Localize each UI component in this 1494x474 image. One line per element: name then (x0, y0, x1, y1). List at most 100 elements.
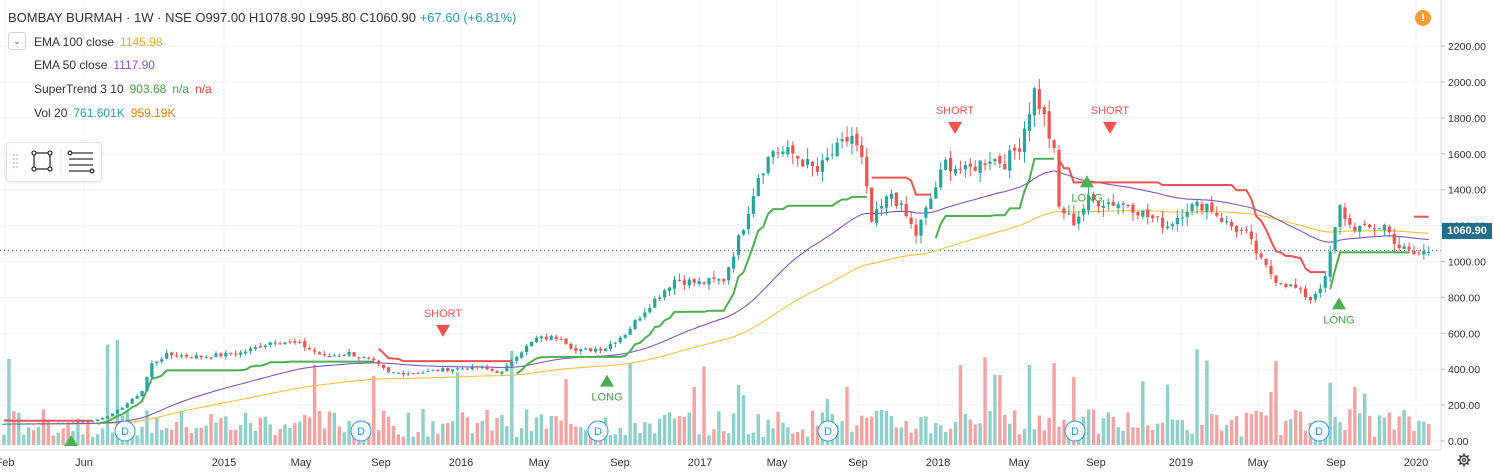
volume-bar (1205, 360, 1209, 445)
dividend-marker-icon[interactable] (1308, 420, 1330, 442)
volume-bar (648, 423, 652, 445)
candle-body (1195, 201, 1199, 207)
volume-bar (855, 425, 859, 445)
volume-bar (677, 415, 682, 445)
volume-bar (465, 417, 470, 445)
supertrend-segment (516, 195, 867, 375)
volume-bar (76, 418, 80, 445)
long-signal-icon (1332, 297, 1346, 310)
candle-body (194, 355, 198, 359)
indicator-value: 1117.90 (113, 58, 155, 72)
legend-toggle-button[interactable]: ⌄ (8, 32, 26, 50)
candle-body (1180, 217, 1184, 219)
volume-bar (243, 412, 248, 445)
dividend-marker-icon[interactable] (350, 420, 372, 442)
time-axis[interactable]: Feb Jun 2015 May Sep 2016 May Sep 2017 May Sep 2018… (0, 449, 1441, 469)
dividend-marker-icon[interactable] (1064, 420, 1086, 442)
rectangle-tool-icon[interactable] (31, 150, 53, 172)
candle-body (1096, 200, 1101, 207)
candle-body (17, 423, 21, 425)
volume-bar (1362, 393, 1367, 445)
candle-body (835, 142, 839, 157)
interval[interactable]: 1W (133, 10, 154, 25)
indicator-supertrend[interactable]: SuperTrend 3 10 903.68 n/a n/a (34, 82, 212, 96)
volume-bar (1422, 421, 1426, 445)
volume-bar (317, 410, 322, 445)
time-tick-label: May (767, 457, 788, 469)
candle-body (1387, 226, 1391, 233)
candle-body (451, 369, 455, 372)
candle-body (1298, 288, 1303, 290)
candle-body (820, 160, 824, 172)
candle-body (1412, 250, 1416, 255)
volume-bar (584, 430, 588, 445)
candle-body (667, 287, 672, 291)
time-tick-label: 2015 (212, 457, 236, 469)
candle-body (155, 361, 159, 364)
volume-bar (1412, 430, 1416, 445)
volume-bar (810, 410, 815, 445)
dividend-marker-icon[interactable] (587, 420, 609, 442)
candle-body (549, 335, 553, 340)
volume-bar (248, 423, 253, 445)
indicator-ema50[interactable]: EMA 50 close 1117.90 (34, 58, 155, 72)
volume-bar (1333, 416, 1337, 445)
candle-body (692, 279, 696, 283)
candle-body (298, 341, 302, 343)
volume-bar (731, 413, 736, 445)
candle-body (1422, 250, 1426, 255)
volume-bar (1190, 433, 1194, 445)
candle-body (120, 407, 124, 410)
volume-bar (800, 429, 805, 445)
candle-body (199, 355, 203, 358)
candle-body (791, 145, 795, 154)
candle-body (352, 352, 356, 357)
candle-body (815, 166, 820, 172)
alert-icon[interactable]: ! (1415, 10, 1431, 26)
volume-bar (91, 436, 95, 445)
volume-bar (909, 432, 913, 445)
volume-bar (81, 434, 85, 445)
volume-bar (293, 423, 297, 445)
volume-bar (1358, 413, 1362, 445)
candle-body (76, 422, 80, 424)
candle-body (317, 352, 322, 355)
time-tick-label: May (529, 457, 550, 469)
volume-bar (140, 426, 144, 445)
volume-bar (682, 416, 687, 445)
lines-tool-icon[interactable] (67, 150, 95, 174)
volume-bar (36, 427, 41, 445)
dividend-marker-icon[interactable] (114, 420, 136, 442)
candle-body (1427, 251, 1431, 253)
drag-handle-icon[interactable] (13, 154, 18, 168)
candle-body (436, 369, 440, 372)
candle-body (598, 348, 603, 351)
candle-body (628, 328, 632, 335)
volume-bar (1229, 419, 1234, 445)
volume-bar (761, 436, 765, 445)
candle-body (850, 135, 854, 144)
volume-bar (569, 423, 573, 445)
indicator-volume[interactable]: Vol 20 761.601K 959.19K (34, 106, 175, 120)
candle-body (460, 368, 465, 370)
settings-gear-icon[interactable] (1457, 453, 1471, 467)
candle-body (929, 198, 933, 209)
time-tick-label: Sep (610, 457, 630, 469)
candle-body (273, 342, 277, 344)
volume-bar (307, 417, 312, 445)
volume-bar (1022, 428, 1027, 445)
indicator-ema100[interactable]: EMA 100 close 1145.98 (34, 35, 163, 49)
candle-body (1294, 284, 1298, 288)
volume-bar (347, 420, 351, 445)
candle-body (722, 278, 726, 282)
candle-body (1392, 233, 1396, 244)
volume-bar (234, 429, 238, 445)
candle-body (495, 371, 499, 374)
drawing-toolbar (6, 142, 102, 182)
symbol-name[interactable]: BOMBAY BURMAH (8, 10, 123, 25)
dividend-marker-icon[interactable] (817, 420, 839, 442)
candle-body (22, 423, 26, 425)
